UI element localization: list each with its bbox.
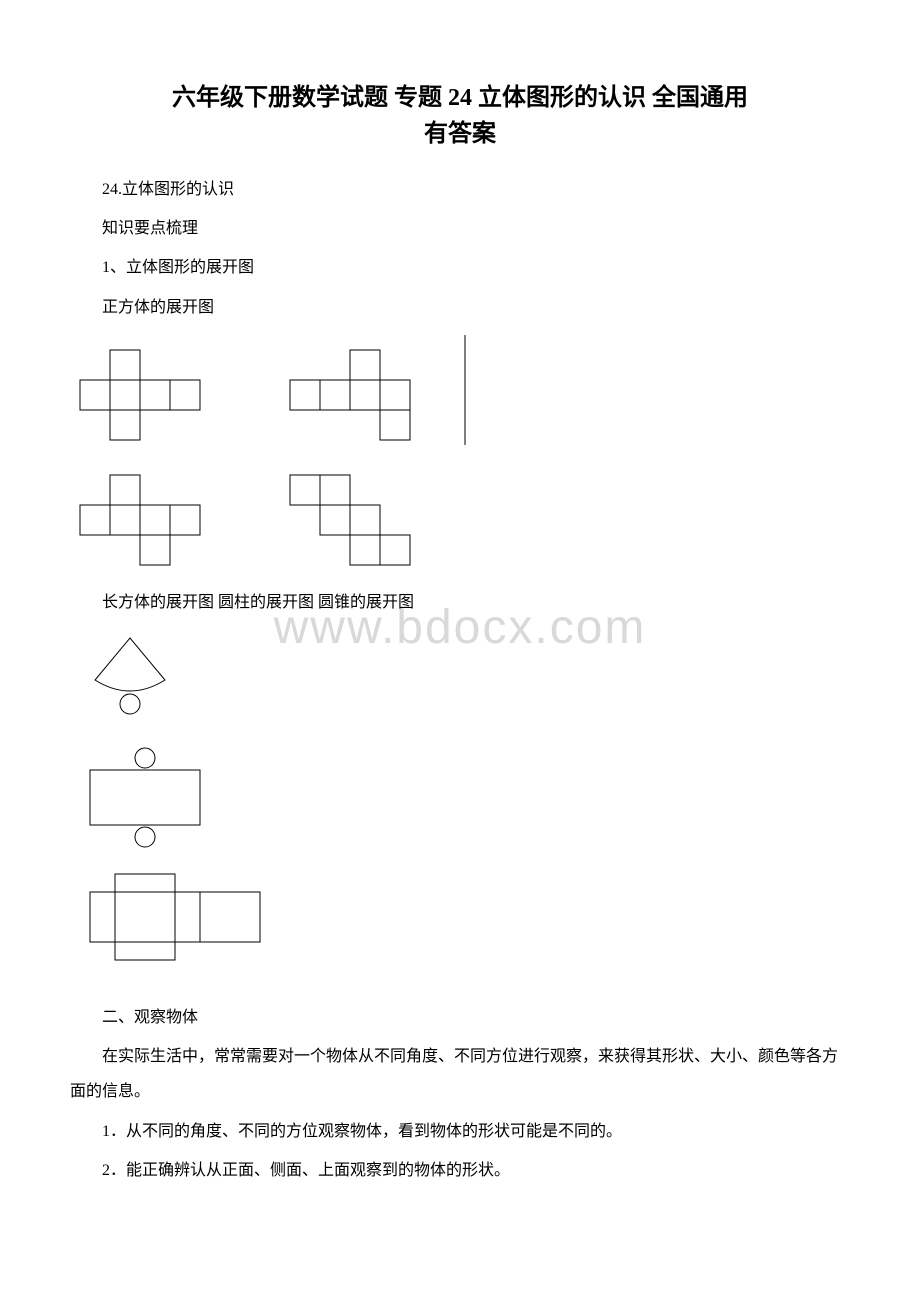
paragraph: 2．能正确辨认从正面、侧面、上面观察到的物体的形状。 (70, 1153, 850, 1188)
paragraph: 1、立体图形的展开图 (70, 250, 850, 285)
paragraph: 1．从不同的角度、不同的方位观察物体，看到物体的形状可能是不同的。 (70, 1114, 850, 1149)
cube-nets-svg (70, 335, 470, 575)
paragraph: 二、观察物体 (70, 1000, 850, 1035)
other-nets-svg (70, 630, 290, 970)
paragraph: 在实际生活中，常常需要对一个物体从不同角度、不同方位进行观察，来获得其形状、大小… (70, 1039, 850, 1109)
title-line-1: 六年级下册数学试题 专题 24 立体图形的认识 全国通用 (70, 80, 850, 116)
cube-nets-figure (70, 335, 850, 575)
paragraph: 知识要点梳理 (70, 211, 850, 246)
other-nets-figure (70, 630, 850, 970)
paragraph: 长方体的展开图 圆柱的展开图 圆锥的展开图 (70, 585, 850, 620)
paragraph: 24.立体图形的认识 (70, 172, 850, 207)
page-title: 六年级下册数学试题 专题 24 立体图形的认识 全国通用 有答案 (70, 80, 850, 152)
paragraph: 正方体的展开图 (70, 290, 850, 325)
title-line-2: 有答案 (70, 116, 850, 152)
